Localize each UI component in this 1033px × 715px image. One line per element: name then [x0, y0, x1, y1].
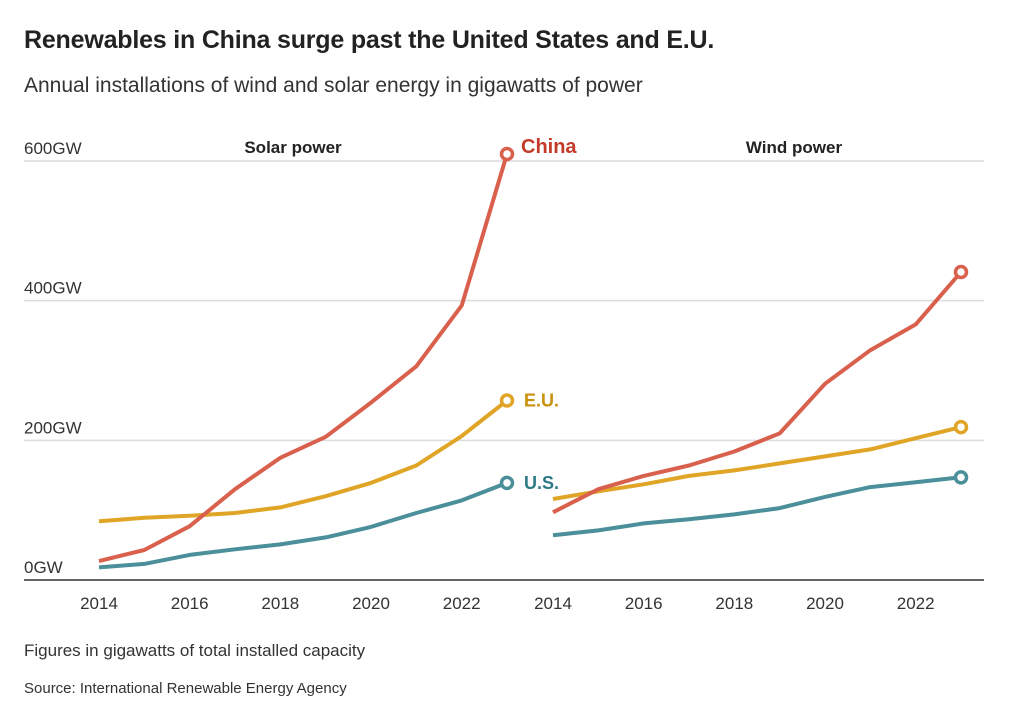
- end-marker-wind-china: [953, 264, 969, 280]
- panel-title-wind: Wind power: [746, 138, 843, 157]
- x-tick-label: 2016: [625, 594, 663, 613]
- series-line-wind-us: [552, 475, 962, 538]
- series-line-wind-eu: [552, 425, 962, 501]
- series-line-solar-china: [98, 153, 509, 564]
- series-line-solar-eu: [98, 398, 509, 524]
- x-tick-label: 2022: [897, 594, 935, 613]
- chart-title: Renewables in China surge past the Unite…: [24, 26, 715, 54]
- panel-title-solar: Solar power: [244, 138, 342, 157]
- chart-subtitle: Annual installations of wind and solar e…: [24, 74, 643, 97]
- series-label-us: U.S.: [524, 473, 559, 493]
- y-tick-label: 0GW: [24, 558, 63, 577]
- chart-note: Figures in gigawatts of total installed …: [24, 641, 366, 660]
- grid-layer: [24, 160, 984, 581]
- y-axis-labels: 0GW 200GW 400GW 600GW: [24, 139, 82, 577]
- end-marker-solar-china: [499, 146, 515, 162]
- series-line-solar-us: [98, 481, 508, 570]
- x-tick-label: 2016: [171, 594, 209, 613]
- x-tick-label: 2018: [715, 594, 753, 613]
- x-tick-label: 2018: [261, 594, 299, 613]
- chart-source: Source: International Renewable Energy A…: [24, 680, 347, 697]
- x-tick-label: 2020: [806, 594, 844, 613]
- series-labels: U.S. E.U. China: [521, 136, 577, 493]
- y-tick-label: 400GW: [24, 279, 82, 298]
- series-layer: [98, 146, 969, 570]
- end-marker-wind-eu: [953, 419, 969, 435]
- x-axis-labels: 2014 2016 2018 2020 2022 2014 2016 2018 2020 2022: [80, 594, 934, 613]
- series-label-eu: E.U.: [524, 391, 559, 411]
- y-tick-label: 200GW: [24, 418, 82, 437]
- series-label-china: China: [521, 136, 577, 158]
- end-marker-solar-us: [499, 475, 515, 491]
- x-tick-label: 2014: [80, 594, 118, 613]
- end-marker-wind-us: [953, 470, 969, 485]
- series-line-wind-china: [552, 270, 963, 515]
- x-tick-label: 2014: [534, 594, 572, 613]
- x-tick-label: 2022: [443, 594, 481, 613]
- x-tick-label: 2020: [352, 594, 390, 613]
- end-marker-solar-eu: [499, 393, 515, 408]
- y-tick-label: 600GW: [24, 139, 82, 158]
